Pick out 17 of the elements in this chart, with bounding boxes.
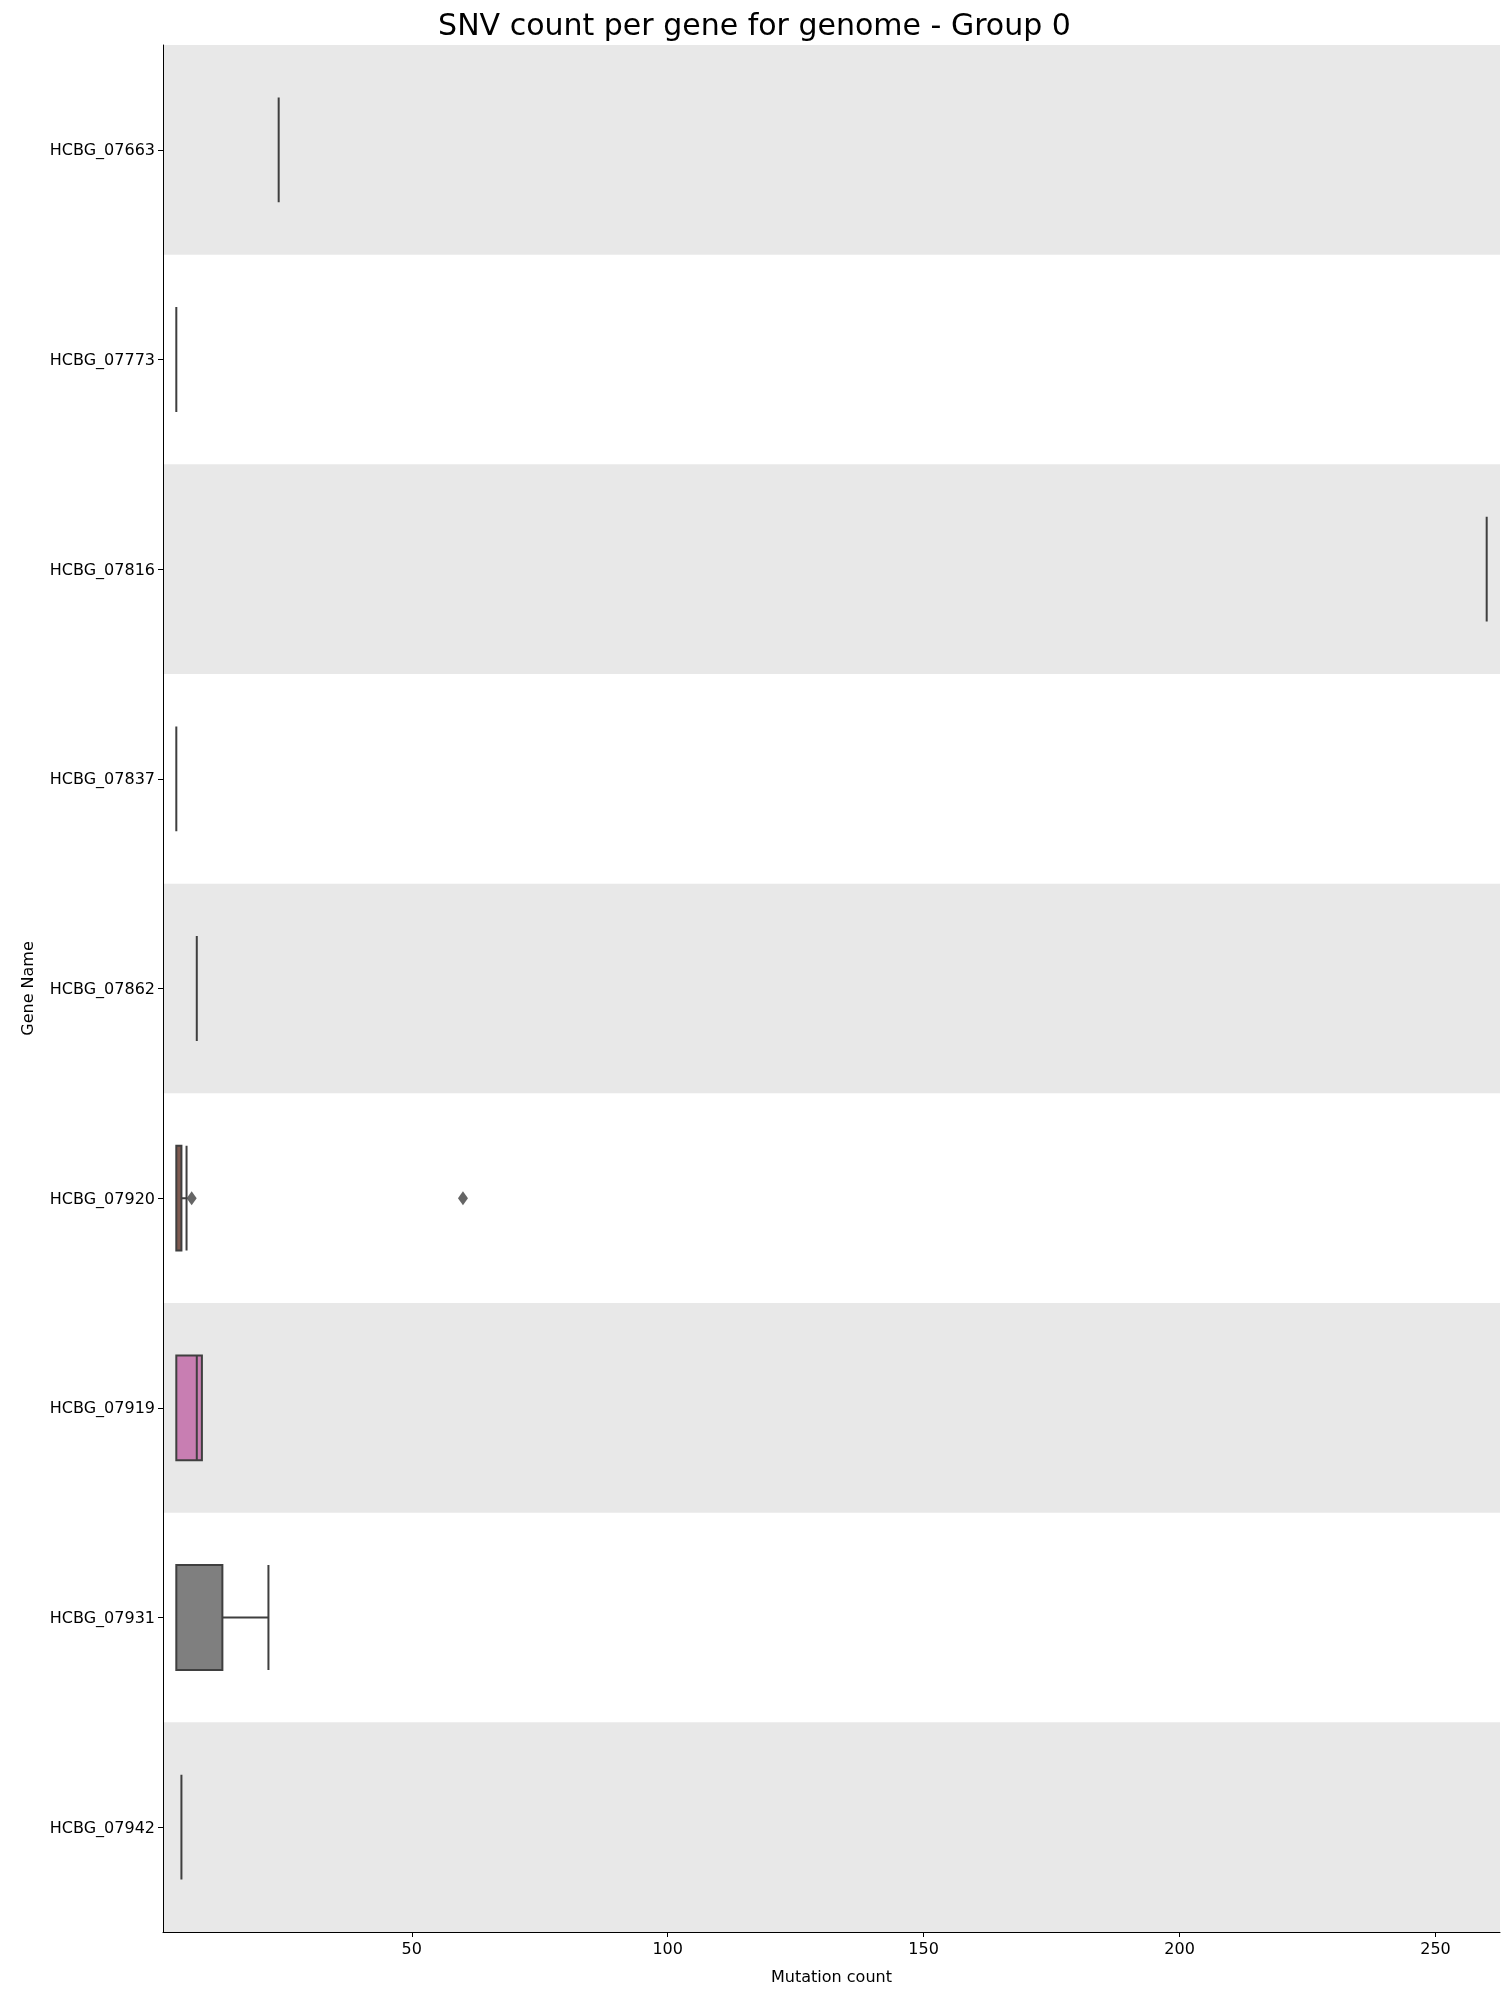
x-tick-label: 150	[908, 1938, 939, 1958]
y-tick-label: HCBG_07773	[49, 350, 155, 370]
chart-title: SNV count per gene for genome - Group 0	[438, 6, 1071, 42]
y-tick-label: HCBG_07919	[49, 1398, 155, 1419]
x-axis-title: Mutation count	[771, 1966, 892, 1986]
x-tick-label: 200	[1164, 1938, 1195, 1958]
y-tick-label: HCBG_07942	[49, 1817, 155, 1838]
x-tick-label: 250	[1420, 1938, 1451, 1958]
y-tick-label: HCBG_07920	[49, 1188, 155, 1209]
y-tick-label: HCBG_07816	[49, 559, 155, 580]
y-tick-label: HCBG_07862	[49, 979, 155, 999]
y-axis-title: Gene Name	[17, 941, 37, 1036]
y-tick-label: HCBG_07931	[49, 1608, 155, 1628]
y-tick-label: HCBG_07837	[49, 769, 155, 790]
x-tick-label: 50	[401, 1938, 422, 1958]
y-tick-label: HCBG_07663	[49, 140, 155, 161]
x-tick-label: 100	[652, 1938, 683, 1958]
